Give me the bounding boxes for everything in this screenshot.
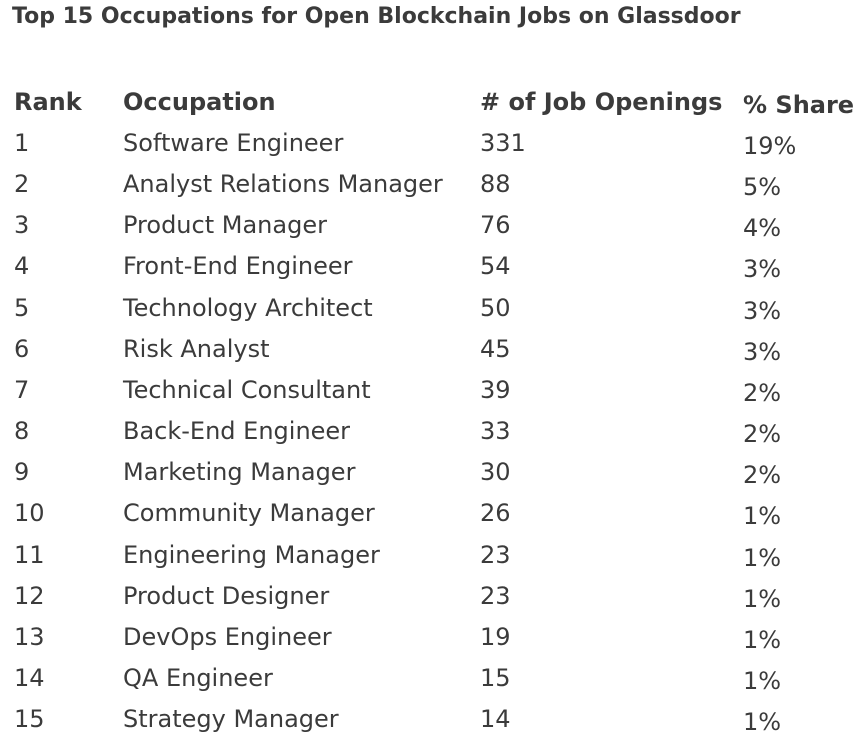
table-row: 2 Analyst Relations Manager 88 5% [14,163,854,204]
header-row: Rank Occupation # of Job Openings % Shar… [14,81,854,122]
table-row: 10 Community Manager 26 1% [14,493,854,534]
occupation-cell: DevOps Engineer [123,623,332,652]
share-value: 19% [743,131,797,160]
table-row: 4 Front-End Engineer 54 3% [14,246,854,287]
job-openings-cell: 33 [480,417,511,446]
share-value: 4% [743,214,782,243]
job-openings-cell: 14 [480,705,511,734]
share-cell: 5% [743,163,854,204]
occupation-cell: Technology Architect [123,293,373,322]
share-cell: 3% [743,287,854,328]
rank-cell: 7 [14,375,30,404]
occupation-cell: Community Manager [123,499,375,528]
occupation-cell: Risk Analyst [123,334,270,363]
share-value: 2% [743,420,782,449]
rank-cell: 4 [14,252,30,281]
job-openings-cell: 331 [480,128,526,157]
share-column-header: % Share [743,81,854,122]
rank-cell: 9 [14,458,30,487]
rank-cell: 12 [14,581,45,610]
share-cell: 2% [743,369,854,410]
share-cell: 4% [743,205,854,246]
job-openings-cell: 50 [480,293,511,322]
table-row: 13 DevOps Engineer 19 1% [14,616,854,657]
occupation-cell: Analyst Relations Manager [123,169,443,198]
occupations-table: Rank Occupation # of Job Openings % Shar… [14,81,854,740]
rank-cell: 2 [14,169,30,198]
table-row: 15 Strategy Manager 14 1% [14,699,854,740]
table-row: 5 Technology Architect 50 3% [14,287,854,328]
share-value: 3% [743,296,782,325]
occupation-cell: Back-End Engineer [123,417,351,446]
job-openings-cell: 23 [480,540,511,569]
share-value: 1% [743,626,782,655]
rank-column-header: Rank [14,87,82,116]
table-body: 1 Software Engineer 331 19% 2 Analyst Relatio… [14,122,854,740]
occupation-cell: Strategy Manager [123,705,339,734]
rank-cell: 1 [14,128,30,157]
table-row: 3 Product Manager 76 4% [14,205,854,246]
share-cell: 19% [743,122,854,163]
share-cell: 1% [743,493,854,534]
occupation-column-header: Occupation [123,87,276,116]
job-openings-cell: 88 [480,169,511,198]
job-openings-cell: 19 [480,623,511,652]
rank-cell: 3 [14,211,30,240]
share-cell: 2% [743,411,854,452]
share-value: 2% [743,378,782,407]
job-openings-cell: 26 [480,499,511,528]
rank-cell: 15 [14,705,45,734]
share-cell: 1% [743,575,854,616]
rank-cell: 13 [14,623,45,652]
share-cell: 1% [743,699,854,740]
job-openings-column-header: # of Job Openings [480,87,723,116]
rank-cell: 14 [14,664,45,693]
table-row: 7 Technical Consultant 39 2% [14,369,854,410]
share-value: 3% [743,337,782,366]
share-cell: 3% [743,246,854,287]
page-title: Top 15 Occupations for Open Blockchain J… [12,4,741,29]
job-openings-cell: 30 [480,458,511,487]
job-openings-cell: 45 [480,334,511,363]
occupation-cell: QA Engineer [123,664,273,693]
rank-cell: 8 [14,417,30,446]
share-cell: 1% [743,658,854,699]
job-openings-cell: 76 [480,211,511,240]
share-value: 1% [743,667,782,696]
table-row: 9 Marketing Manager 30 2% [14,452,854,493]
occupation-cell: Technical Consultant [123,375,371,404]
table-row: 1 Software Engineer 331 19% [14,122,854,163]
rank-cell: 5 [14,293,30,322]
share-value: 3% [743,255,782,284]
share-header-label: % Share [743,90,855,119]
share-value: 1% [743,543,782,572]
share-cell: 1% [743,616,854,657]
occupation-cell: Front-End Engineer [123,252,353,281]
table-row: 8 Back-End Engineer 33 2% [14,411,854,452]
share-cell: 1% [743,534,854,575]
rank-cell: 11 [14,540,45,569]
table-row: 6 Risk Analyst 45 3% [14,328,854,369]
occupation-cell: Software Engineer [123,128,344,157]
occupation-cell: Marketing Manager [123,458,356,487]
share-value: 5% [743,172,782,201]
table-row: 14 QA Engineer 15 1% [14,658,854,699]
table-row: 11 Engineering Manager 23 1% [14,534,854,575]
share-value: 2% [743,461,782,490]
occupation-cell: Engineering Manager [123,540,380,569]
occupation-cell: Product Manager [123,211,327,240]
share-cell: 3% [743,328,854,369]
job-openings-cell: 39 [480,375,511,404]
share-value: 1% [743,502,782,531]
job-openings-cell: 23 [480,581,511,610]
rank-cell: 6 [14,334,30,363]
share-value: 1% [743,708,782,737]
share-value: 1% [743,584,782,613]
table-row: 12 Product Designer 23 1% [14,575,854,616]
job-openings-cell: 15 [480,664,511,693]
job-openings-cell: 54 [480,252,511,281]
occupation-cell: Product Designer [123,581,330,610]
share-cell: 2% [743,452,854,493]
rank-cell: 10 [14,499,45,528]
